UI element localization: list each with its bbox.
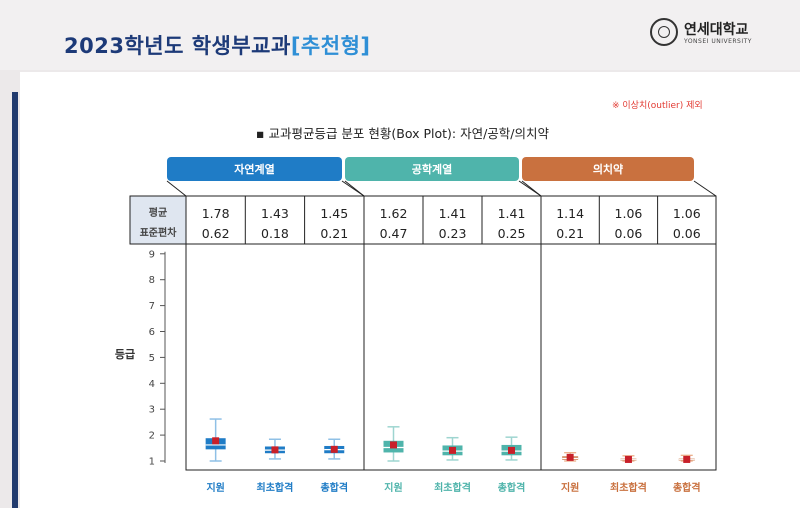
stat-mean-value: 1.45	[320, 206, 348, 221]
left-accent-bar	[12, 92, 18, 508]
mean-marker	[624, 455, 632, 463]
logo-english-name: YONSEI UNIVERSITY	[684, 38, 752, 45]
university-logo: 연세대학교 YONSEI UNIVERSITY	[650, 18, 780, 52]
stat-mean-value: 1.14	[556, 206, 584, 221]
x-category-label: 총합격	[320, 481, 348, 494]
header-connector	[166, 180, 187, 197]
mean-marker	[566, 453, 574, 461]
university-seal-icon	[650, 18, 678, 46]
title-accent: [추천형]	[290, 34, 371, 58]
mean-marker	[449, 446, 456, 454]
header-connector	[344, 180, 365, 197]
stat-label-sd: 표준편차	[140, 226, 178, 239]
x-category-label: 최초합격	[257, 481, 294, 494]
mean-marker	[390, 441, 397, 449]
x-category-label: 지원	[561, 481, 579, 494]
y-tick-label: 3	[149, 405, 155, 416]
stat-sd-value: 0.06	[615, 226, 643, 241]
x-category-label: 총합격	[498, 481, 526, 494]
y-tick-label: 1	[149, 457, 155, 468]
stat-sd-value: 0.21	[320, 226, 348, 241]
header-bar: 2023학년도 학생부교과[추천형] 연세대학교 YONSEI UNIVERSI…	[0, 0, 800, 70]
stat-mean-value: 1.78	[202, 206, 230, 221]
mean-marker	[508, 446, 515, 454]
x-category-label: 최초합격	[610, 481, 647, 494]
stat-sd-value: 0.06	[673, 226, 701, 241]
stat-mean-value: 1.62	[380, 206, 408, 221]
group-header-0	[167, 157, 342, 181]
stat-mean-value: 1.43	[261, 206, 289, 221]
y-tick-label: 6	[149, 327, 155, 338]
stat-mean-value: 1.41	[498, 206, 526, 221]
y-tick-label: 7	[149, 301, 155, 312]
group-header-1	[345, 157, 519, 181]
y-tick-label: 9	[149, 249, 155, 260]
y-tick-label: 2	[149, 431, 155, 442]
mean-marker	[271, 446, 279, 454]
stat-label-mean: 평균	[149, 206, 167, 219]
mean-marker	[683, 455, 691, 463]
logo-name: 연세대학교	[684, 22, 749, 38]
mean-marker	[212, 437, 220, 445]
x-category-label: 지원	[384, 481, 402, 494]
group-header-label: 의치약	[593, 162, 623, 176]
stat-label-cell	[129, 195, 187, 245]
stat-sd-value: 0.25	[498, 226, 526, 241]
title-main: 2023학년도 학생부교과	[64, 34, 291, 58]
stat-sd-value: 0.21	[556, 226, 584, 241]
stat-sd-value: 0.18	[261, 226, 289, 241]
page-title: 2023학년도 학생부교과[추천형]	[64, 30, 370, 60]
y-tick-label: 5	[149, 353, 155, 364]
slide-panel	[20, 72, 800, 508]
stat-sd-value: 0.47	[380, 226, 408, 241]
stat-mean-value: 1.06	[673, 206, 701, 221]
x-category-label: 지원	[206, 481, 224, 494]
chart-subtitle: ▪ 교과평균등급 분포 현황(Box Plot): 자연/공학/의치약	[256, 126, 550, 141]
outlier-note: ※ 이상치(outlier) 제외	[612, 101, 703, 111]
group-header-2	[522, 157, 694, 181]
x-category-label: 최초합격	[434, 481, 471, 494]
stat-sd-value: 0.23	[439, 226, 467, 241]
plot-frame	[185, 195, 717, 471]
mean-marker	[330, 445, 338, 453]
y-tick-label: 8	[149, 275, 155, 286]
y-tick-label: 4	[149, 379, 155, 390]
stat-mean-value: 1.06	[615, 206, 643, 221]
group-header-label: 자연계열	[234, 162, 274, 176]
header-connector	[693, 180, 717, 197]
stat-mean-value: 1.41	[439, 206, 467, 221]
x-category-label: 총합격	[673, 481, 701, 494]
stat-sd-value: 0.62	[202, 226, 230, 241]
y-axis-label: 등급	[115, 348, 135, 361]
header-connector	[521, 180, 542, 197]
group-header-label: 공학계열	[412, 162, 452, 176]
